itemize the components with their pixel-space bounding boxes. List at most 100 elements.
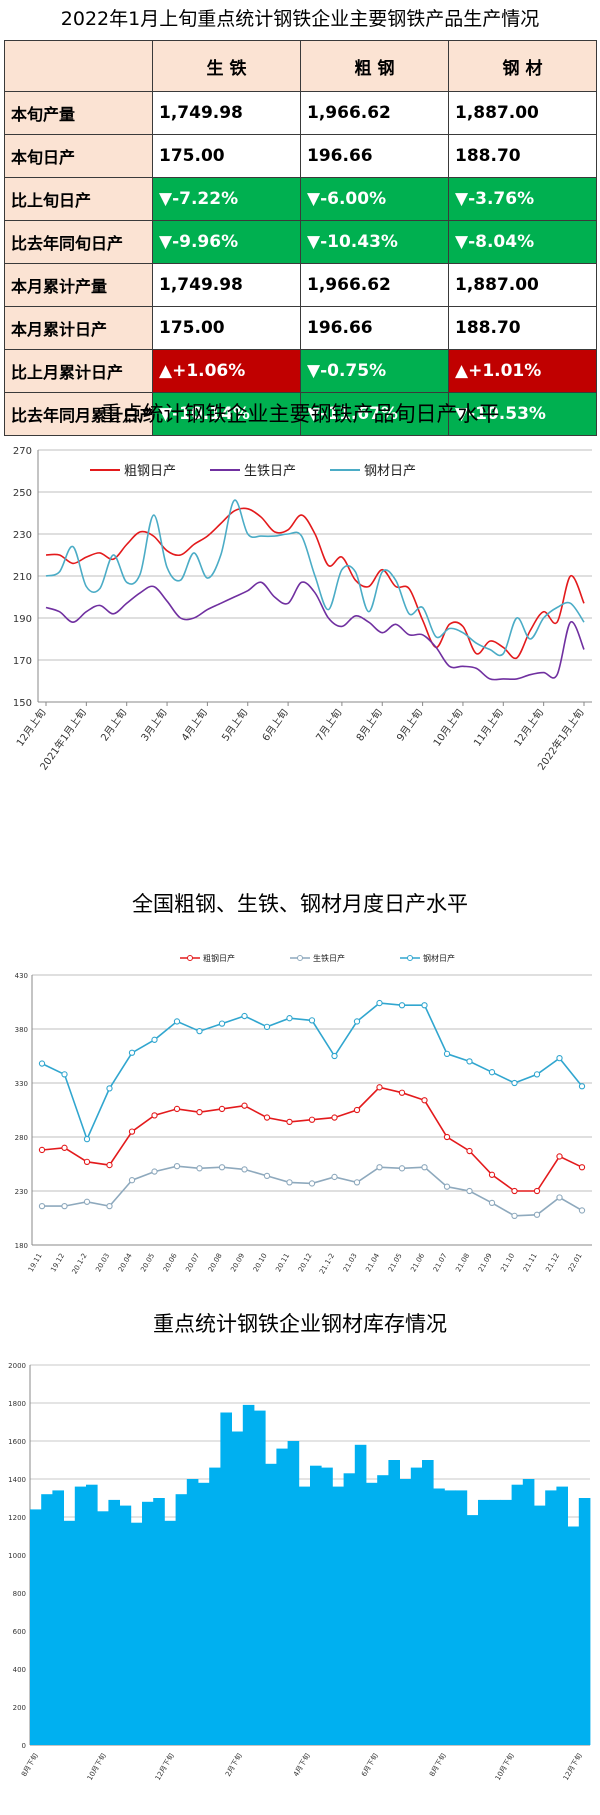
table-cell: 196.66 <box>300 134 449 178</box>
series-point-2 <box>533 1071 541 1078</box>
y-tick-label: 1400 <box>8 1476 26 1484</box>
x-tick-label: 22.01 <box>567 1252 584 1273</box>
legend-label: 钢材日产 <box>423 953 455 963</box>
series-point-2 <box>556 1055 563 1062</box>
x-tick-label: 21.11 <box>522 1252 539 1273</box>
x-tick-label: 21.07 <box>432 1252 449 1273</box>
x-tick-label: 8月上旬 <box>353 706 385 743</box>
bar <box>86 1484 98 1745</box>
series-point-0 <box>38 1146 46 1154</box>
bar <box>388 1460 400 1745</box>
bar <box>466 1515 479 1745</box>
y-tick-label: 2000 <box>8 1362 26 1370</box>
series-point-2 <box>263 1023 271 1030</box>
series-point-0 <box>488 1171 496 1178</box>
series-point-1 <box>578 1207 586 1214</box>
y-tick-label: 230 <box>13 530 32 541</box>
series-point-0 <box>398 1089 406 1096</box>
production-summary-table: 生 铁 粗 钢 钢 材 本旬产量 1,749.98 1,966.62 1,887.00… <box>4 40 597 436</box>
series-point-0 <box>421 1097 428 1104</box>
x-tick-label: 5月上旬 <box>219 706 251 743</box>
series-point-2 <box>83 1136 91 1143</box>
series-point-1 <box>61 1202 68 1210</box>
series-point-1 <box>511 1212 518 1219</box>
table-row-label: 本月累计日产 <box>4 306 153 350</box>
series-point-0 <box>308 1116 316 1123</box>
y-tick-label: 430 <box>15 972 28 980</box>
x-tick-label: 20.04 <box>117 1252 134 1274</box>
bar <box>478 1499 490 1745</box>
table-cell: ▼-10.53% <box>448 392 597 436</box>
series-point-2 <box>578 1083 586 1090</box>
y-tick-label: 800 <box>13 1590 26 1598</box>
series-point-1 <box>196 1165 203 1172</box>
table-header-steel-products: 钢 材 <box>448 40 597 92</box>
x-tick-label: 20.05 <box>139 1252 156 1273</box>
x-tick-label: 20.11 <box>274 1252 291 1273</box>
series-point-0 <box>241 1102 248 1109</box>
table-row: 比上月累计日产 ▲+1.06% ▼-0.75% ▲+1.01% <box>4 349 597 393</box>
bar <box>74 1486 87 1745</box>
bar <box>52 1490 64 1745</box>
series-point-2 <box>308 1017 316 1024</box>
bar <box>97 1511 109 1745</box>
bar <box>343 1473 356 1745</box>
table-header-crude-steel: 粗 钢 <box>300 40 449 92</box>
table-row-label: 本旬产量 <box>4 91 153 135</box>
bar <box>578 1498 591 1745</box>
table-row-label: 比上旬日产 <box>4 177 153 221</box>
series-point-1 <box>151 1168 158 1175</box>
series-point-1 <box>241 1166 248 1173</box>
x-tick-label: 12月上旬 <box>13 706 48 748</box>
table-row: 本旬产量 1,749.98 1,966.62 1,887.00 <box>4 91 597 135</box>
table-cell: 1,887.00 <box>448 91 597 135</box>
series-point-1 <box>376 1164 383 1171</box>
bar <box>433 1488 445 1745</box>
y-tick-label: 1000 <box>8 1552 26 1560</box>
bar <box>298 1486 311 1745</box>
legend-label: 生铁日产 <box>313 953 345 963</box>
legend-marker-1 <box>297 955 303 961</box>
series-point-1 <box>218 1164 226 1171</box>
y-tick-label: 1200 <box>8 1514 26 1522</box>
bar <box>366 1482 378 1745</box>
legend-label: 生铁日产 <box>244 464 296 479</box>
series-point-0 <box>511 1187 518 1195</box>
x-tick-label: 20.12 <box>297 1252 314 1273</box>
series-point-2 <box>128 1049 136 1056</box>
chart2-title: 全国粗钢、生铁、钢材月度日产水平 <box>132 892 468 916</box>
bar <box>500 1499 512 1745</box>
series-point-1 <box>263 1172 271 1180</box>
chart3-svg: 0 200 400 600 800 1000 1200 1400 1600 1800 2000 8月下… <box>8 1362 591 1782</box>
series-point-1 <box>443 1183 451 1190</box>
bar <box>242 1404 255 1745</box>
bar <box>410 1467 423 1745</box>
series-point-1 <box>488 1199 496 1207</box>
bar <box>422 1460 434 1745</box>
bar <box>377 1475 389 1745</box>
x-tick-label: 6月上旬 <box>259 706 291 743</box>
table-cell: ▼-7.22% <box>152 177 301 221</box>
series-point-2 <box>196 1028 203 1035</box>
series-point-1 <box>398 1165 406 1172</box>
series-point-1 <box>331 1173 338 1181</box>
series-point-0 <box>533 1187 541 1195</box>
x-tick-label: 20.03 <box>94 1252 111 1273</box>
bar <box>444 1490 456 1745</box>
series-point-0 <box>173 1105 181 1113</box>
bar <box>511 1484 524 1745</box>
series-point-1 <box>421 1164 428 1171</box>
x-tick-label: 10月下旬 <box>85 1752 108 1782</box>
x-tick-label: 21.03 <box>342 1252 359 1273</box>
y-tick-label: 400 <box>13 1666 26 1674</box>
series-point-1 <box>353 1179 361 1186</box>
series-point-0 <box>61 1144 68 1151</box>
x-tick-label: 21.09 <box>477 1252 494 1273</box>
bar <box>545 1490 557 1745</box>
bar <box>567 1526 580 1745</box>
series-point-0 <box>376 1084 383 1091</box>
table-row: 本月累计产量 1,749.98 1,966.62 1,887.00 <box>4 263 597 307</box>
y-tick-label: 200 <box>13 1704 26 1712</box>
table-cell: ▼-10.43% <box>300 220 449 264</box>
x-tick-label: 20.07 <box>184 1252 201 1273</box>
